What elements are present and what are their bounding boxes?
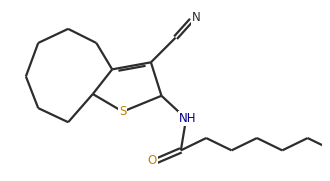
Text: S: S xyxy=(119,105,126,118)
Text: O: O xyxy=(147,154,157,167)
Text: N: N xyxy=(192,11,200,24)
Text: NH: NH xyxy=(179,112,197,125)
